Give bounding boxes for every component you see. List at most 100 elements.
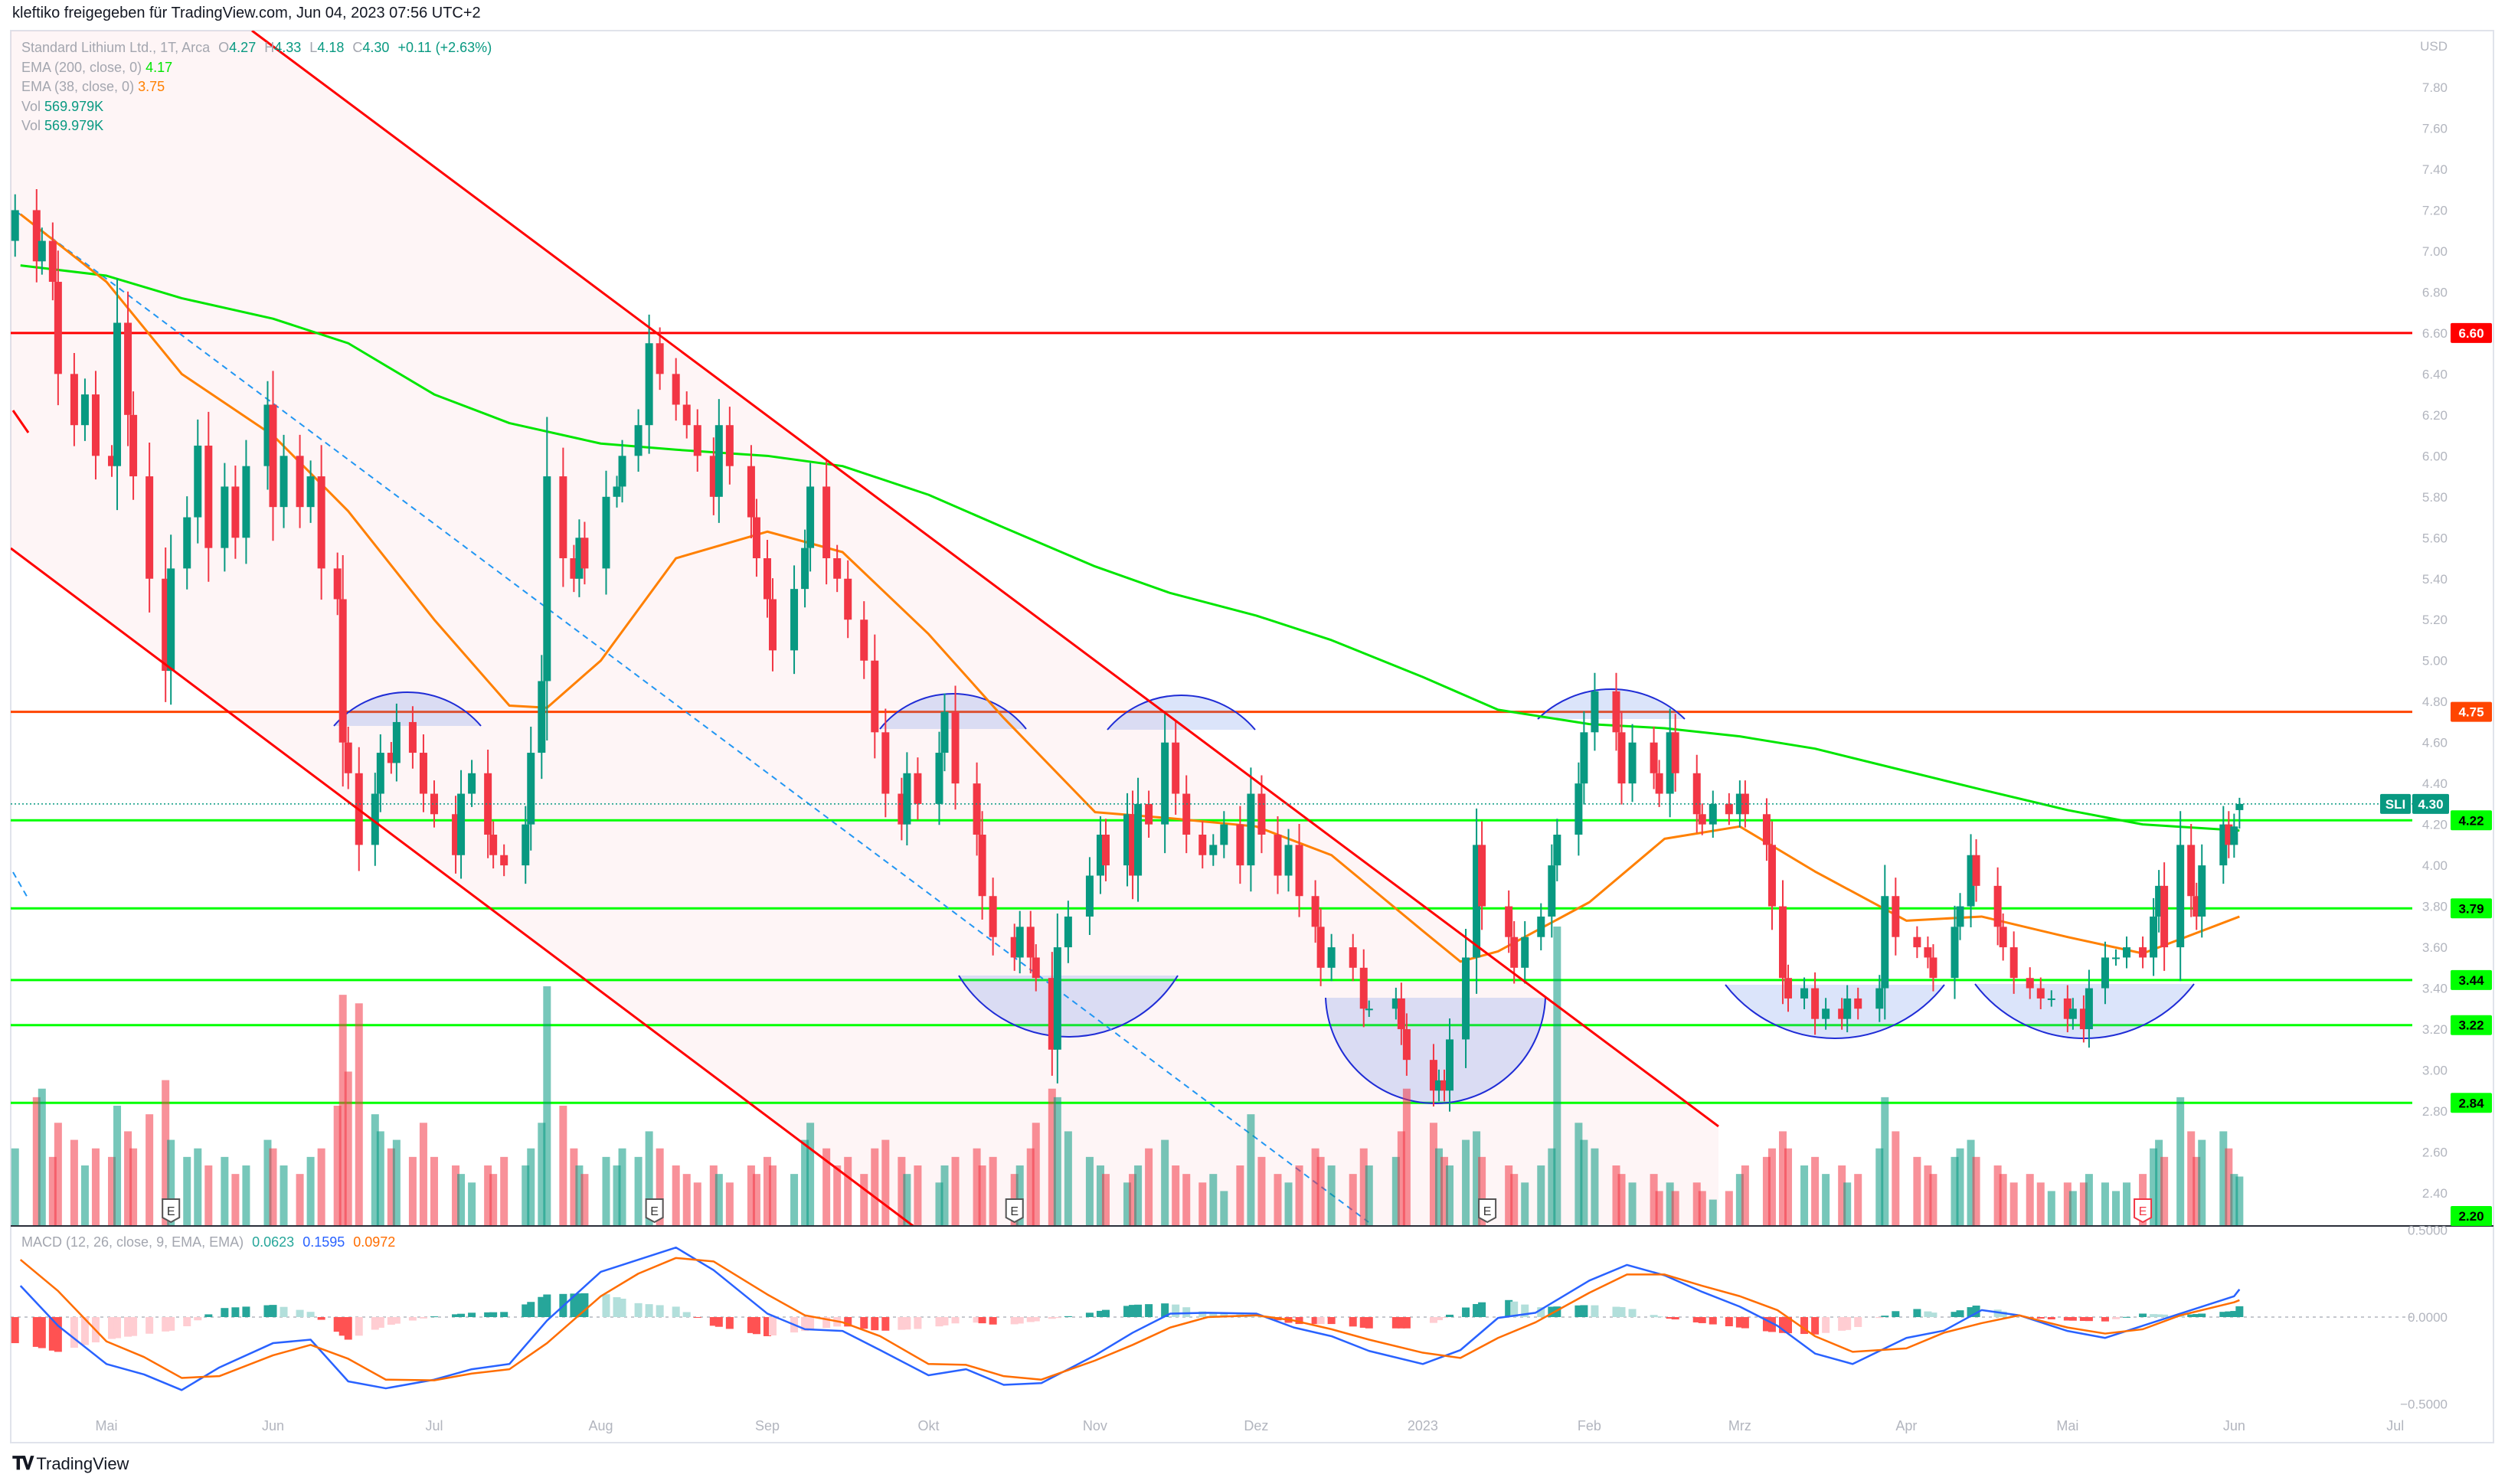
candle[interactable] (1015, 910, 1024, 974)
candle[interactable] (903, 752, 911, 846)
candle[interactable] (2235, 797, 2244, 829)
candle[interactable] (634, 409, 643, 472)
candle[interactable] (763, 539, 771, 618)
candle[interactable] (1822, 998, 1830, 1030)
candle[interactable] (1026, 910, 1035, 974)
candle[interactable] (914, 757, 922, 820)
candle[interactable] (38, 227, 46, 275)
earnings-marker[interactable]: E (2134, 1198, 2153, 1224)
candle[interactable] (2219, 806, 2228, 884)
candle[interactable] (709, 437, 718, 515)
candle[interactable] (468, 760, 476, 807)
candle[interactable] (2187, 823, 2196, 917)
channel-median-dashed-line[interactable] (15, 211, 1369, 1223)
candle[interactable] (1967, 834, 1975, 928)
candle[interactable] (527, 726, 535, 851)
candle[interactable] (1220, 811, 1228, 858)
channel-upper-line[interactable] (251, 31, 1719, 1128)
candle[interactable] (1778, 880, 1787, 1005)
candle[interactable] (1574, 762, 1583, 856)
candle[interactable] (860, 601, 868, 679)
candle[interactable] (1881, 865, 1889, 1020)
candle[interactable] (333, 552, 342, 616)
candle[interactable] (1671, 714, 1679, 792)
candle[interactable] (457, 770, 466, 879)
candle[interactable] (269, 371, 277, 541)
candle[interactable] (167, 534, 175, 705)
candle[interactable] (1359, 949, 1368, 1028)
cap-pattern-arc[interactable] (333, 691, 482, 727)
candle[interactable] (570, 544, 578, 593)
candle[interactable] (2123, 936, 2131, 969)
candle[interactable] (338, 555, 347, 787)
candle[interactable] (296, 434, 304, 528)
candle[interactable] (1692, 754, 1701, 833)
candle[interactable] (54, 250, 62, 406)
candle[interactable] (1284, 829, 1293, 892)
cup-pattern-arc[interactable] (1974, 983, 2195, 1039)
candle[interactable] (1064, 901, 1072, 963)
candle[interactable] (2150, 897, 2158, 976)
candle[interactable] (1462, 929, 1470, 1068)
candle[interactable] (1924, 936, 1932, 969)
candle[interactable] (1257, 775, 1266, 854)
candle[interactable] (1666, 708, 1674, 818)
candle[interactable] (693, 409, 701, 472)
candle[interactable] (387, 742, 395, 774)
candle[interactable] (419, 734, 427, 812)
candle[interactable] (146, 442, 154, 613)
candle[interactable] (1085, 857, 1094, 936)
candle[interactable] (1236, 806, 1244, 884)
candle[interactable] (204, 411, 213, 582)
ema200-legend-row[interactable]: EMA (200, close, 0) 4.17 (21, 58, 492, 78)
candle[interactable] (1129, 790, 1137, 900)
candle[interactable] (1172, 721, 1180, 815)
candle[interactable] (522, 806, 530, 884)
candle[interactable] (1843, 985, 1852, 1033)
candle[interactable] (844, 560, 852, 639)
candle[interactable] (1784, 964, 1793, 1012)
candle[interactable] (613, 476, 621, 508)
candle[interactable] (1053, 913, 1061, 1084)
candle[interactable] (1010, 923, 1019, 971)
candle[interactable] (1198, 821, 1207, 869)
candle[interactable] (1429, 1044, 1437, 1106)
candle[interactable] (672, 358, 680, 421)
cap-pattern-arc[interactable] (879, 693, 1027, 730)
candle[interactable] (2101, 941, 2109, 1005)
candle[interactable] (1993, 867, 2002, 946)
candle[interactable] (430, 780, 438, 828)
candle[interactable] (1741, 780, 1749, 828)
candle[interactable] (452, 796, 460, 874)
cup-pattern-arc[interactable] (1325, 997, 1546, 1104)
candle[interactable] (1247, 767, 1255, 892)
candle[interactable] (645, 314, 653, 454)
candle[interactable] (1913, 926, 1921, 959)
candle[interactable] (129, 391, 138, 500)
candle[interactable] (935, 731, 943, 825)
candle[interactable] (2176, 811, 2185, 982)
candle[interactable] (1709, 790, 1717, 838)
candle[interactable] (1655, 760, 1663, 807)
candle[interactable] (231, 466, 240, 559)
candle[interactable] (1478, 821, 1486, 930)
symbol-legend-row[interactable]: Standard Lithium Ltd., 1T, Arca O4.27 H4… (21, 38, 492, 58)
candle[interactable] (1032, 944, 1040, 992)
candle[interactable] (978, 811, 986, 920)
candle[interactable] (1929, 944, 1937, 992)
candle[interactable] (1327, 933, 1336, 982)
candle[interactable] (1617, 711, 1626, 805)
candle[interactable] (1650, 726, 1658, 789)
candle[interactable] (871, 634, 879, 759)
candle[interactable] (489, 821, 498, 869)
candle[interactable] (1553, 819, 1561, 881)
candle[interactable] (1811, 972, 1820, 1035)
candle[interactable] (194, 419, 202, 544)
candle[interactable] (747, 445, 755, 538)
candle[interactable] (2063, 985, 2072, 1033)
candle[interactable] (1580, 711, 1588, 805)
candle[interactable] (682, 391, 691, 439)
candle[interactable] (898, 777, 906, 841)
candle[interactable] (48, 222, 57, 301)
